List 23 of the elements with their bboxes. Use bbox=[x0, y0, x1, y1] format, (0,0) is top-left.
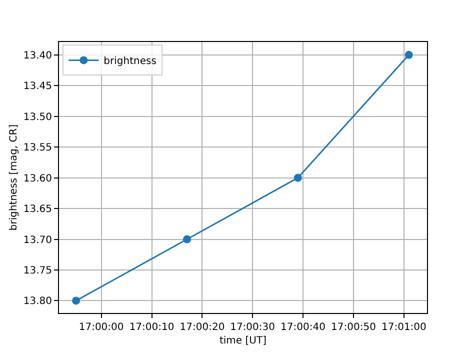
x-tick-label: 17:00:50 bbox=[331, 322, 376, 333]
y-tick-label: 13.60 bbox=[23, 173, 52, 184]
legend-label: brightness bbox=[104, 56, 156, 68]
y-tick-label: 13.75 bbox=[23, 265, 52, 276]
y-tick-label: 13.65 bbox=[23, 204, 52, 216]
x-tick-label: 17:00:30 bbox=[230, 322, 275, 333]
y-tick-label: 13.80 bbox=[23, 296, 52, 308]
x-tick-label: 17:00:10 bbox=[129, 322, 174, 333]
x-tick-label: 17:00:00 bbox=[78, 322, 124, 333]
point bbox=[404, 50, 413, 59]
y-tick-label: 13.55 bbox=[23, 142, 52, 154]
y-tick-label: 13.50 bbox=[23, 112, 52, 123]
x-axis-title: time [UT] bbox=[219, 336, 267, 346]
point bbox=[72, 296, 80, 305]
y-axis-title: brightness [mag, CR] bbox=[8, 124, 20, 231]
point bbox=[294, 174, 302, 182]
point bbox=[182, 235, 191, 244]
y-tick-label: 13.40 bbox=[23, 50, 52, 62]
y-tick-label: 13.70 bbox=[23, 234, 52, 246]
x-tick-label: 17:01:00 bbox=[381, 322, 426, 333]
x-tick-label: 17:00:20 bbox=[180, 322, 225, 333]
x-tick-label: 17:00:40 bbox=[280, 322, 326, 333]
y-tick-label: 13.45 bbox=[23, 81, 52, 92]
